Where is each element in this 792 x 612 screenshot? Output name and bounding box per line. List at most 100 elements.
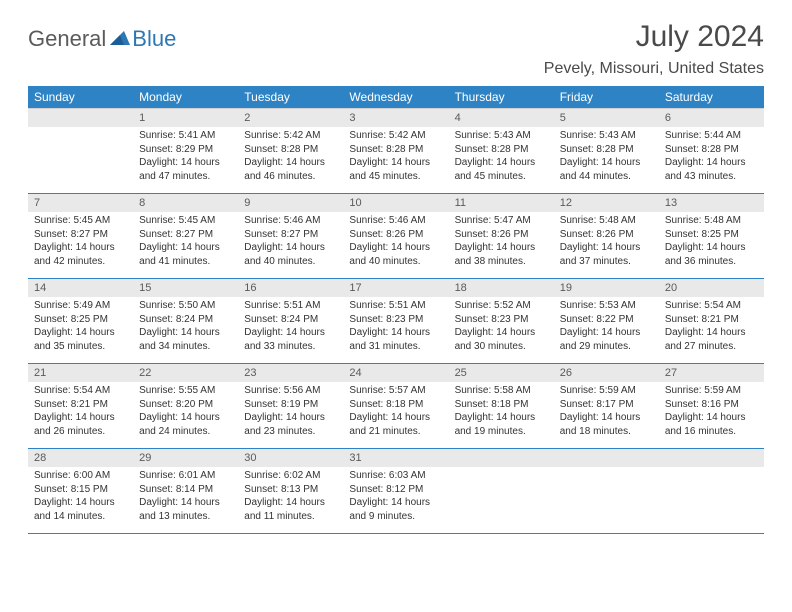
day-number: 7	[28, 194, 133, 213]
daylight: Daylight: 14 hours	[34, 241, 127, 255]
sunrise: Sunrise: 5:46 AM	[244, 214, 337, 228]
sunrise: Sunrise: 5:44 AM	[665, 129, 758, 143]
sunrise: Sunrise: 5:55 AM	[139, 384, 232, 398]
day-cell: Sunrise: 5:41 AMSunset: 8:29 PMDaylight:…	[133, 127, 238, 194]
sunrise: Sunrise: 5:49 AM	[34, 299, 127, 313]
day-number: 22	[133, 364, 238, 383]
day-number	[28, 109, 133, 128]
day-number: 26	[554, 364, 659, 383]
day-number: 21	[28, 364, 133, 383]
daynum-row: 21222324252627	[28, 364, 764, 383]
sunset: Sunset: 8:27 PM	[139, 228, 232, 242]
day-cell: Sunrise: 6:01 AMSunset: 8:14 PMDaylight:…	[133, 467, 238, 534]
daylight: Daylight: 14 hours	[349, 156, 442, 170]
sunset: Sunset: 8:22 PM	[560, 313, 653, 327]
sunrise: Sunrise: 5:51 AM	[349, 299, 442, 313]
data-row: Sunrise: 5:41 AMSunset: 8:29 PMDaylight:…	[28, 127, 764, 194]
daylight: Daylight: 14 hours	[34, 496, 127, 510]
daylight: and 45 minutes.	[455, 170, 548, 184]
sunset: Sunset: 8:20 PM	[139, 398, 232, 412]
day-number: 1	[133, 109, 238, 128]
daylight: Daylight: 14 hours	[139, 156, 232, 170]
sunset: Sunset: 8:12 PM	[349, 483, 442, 497]
dow-tuesday: Tuesday	[238, 86, 343, 109]
daylight: Daylight: 14 hours	[455, 411, 548, 425]
daylight: and 37 minutes.	[560, 255, 653, 269]
sunrise: Sunrise: 6:02 AM	[244, 469, 337, 483]
daylight: and 47 minutes.	[139, 170, 232, 184]
day-number: 2	[238, 109, 343, 128]
daylight: and 35 minutes.	[34, 340, 127, 354]
day-cell: Sunrise: 6:03 AMSunset: 8:12 PMDaylight:…	[343, 467, 448, 534]
day-number: 19	[554, 279, 659, 298]
dow-sunday: Sunday	[28, 86, 133, 109]
day-cell: Sunrise: 5:47 AMSunset: 8:26 PMDaylight:…	[449, 212, 554, 279]
daylight: Daylight: 14 hours	[139, 496, 232, 510]
daylight: and 26 minutes.	[34, 425, 127, 439]
daylight: and 44 minutes.	[560, 170, 653, 184]
day-number: 14	[28, 279, 133, 298]
day-cell: Sunrise: 5:45 AMSunset: 8:27 PMDaylight:…	[28, 212, 133, 279]
sunset: Sunset: 8:27 PM	[244, 228, 337, 242]
day-number: 10	[343, 194, 448, 213]
sunrise: Sunrise: 6:00 AM	[34, 469, 127, 483]
sunset: Sunset: 8:28 PM	[455, 143, 548, 157]
daylight: Daylight: 14 hours	[349, 411, 442, 425]
day-number: 5	[554, 109, 659, 128]
day-cell: Sunrise: 5:50 AMSunset: 8:24 PMDaylight:…	[133, 297, 238, 364]
day-cell: Sunrise: 5:48 AMSunset: 8:25 PMDaylight:…	[659, 212, 764, 279]
sunset: Sunset: 8:18 PM	[349, 398, 442, 412]
day-number: 15	[133, 279, 238, 298]
day-cell: Sunrise: 6:00 AMSunset: 8:15 PMDaylight:…	[28, 467, 133, 534]
daylight: and 36 minutes.	[665, 255, 758, 269]
brand-triangle-icon	[110, 29, 130, 50]
daylight: Daylight: 14 hours	[244, 411, 337, 425]
day-cell: Sunrise: 5:45 AMSunset: 8:27 PMDaylight:…	[133, 212, 238, 279]
daylight: and 24 minutes.	[139, 425, 232, 439]
sunset: Sunset: 8:29 PM	[139, 143, 232, 157]
daylight: and 18 minutes.	[560, 425, 653, 439]
sunset: Sunset: 8:21 PM	[34, 398, 127, 412]
sunrise: Sunrise: 5:58 AM	[455, 384, 548, 398]
day-cell: Sunrise: 5:59 AMSunset: 8:17 PMDaylight:…	[554, 382, 659, 449]
sunset: Sunset: 8:28 PM	[665, 143, 758, 157]
day-cell: Sunrise: 5:49 AMSunset: 8:25 PMDaylight:…	[28, 297, 133, 364]
day-number: 24	[343, 364, 448, 383]
daylight: and 41 minutes.	[139, 255, 232, 269]
day-cell	[554, 467, 659, 534]
daylight: and 46 minutes.	[244, 170, 337, 184]
day-number: 30	[238, 449, 343, 468]
day-number: 18	[449, 279, 554, 298]
sunrise: Sunrise: 5:47 AM	[455, 214, 548, 228]
daylight: Daylight: 14 hours	[665, 156, 758, 170]
day-cell: Sunrise: 5:42 AMSunset: 8:28 PMDaylight:…	[238, 127, 343, 194]
daylight: and 43 minutes.	[665, 170, 758, 184]
day-number: 11	[449, 194, 554, 213]
data-row: Sunrise: 6:00 AMSunset: 8:15 PMDaylight:…	[28, 467, 764, 534]
dow-row: Sunday Monday Tuesday Wednesday Thursday…	[28, 86, 764, 109]
daylight: Daylight: 14 hours	[560, 156, 653, 170]
sunset: Sunset: 8:25 PM	[34, 313, 127, 327]
day-cell: Sunrise: 5:54 AMSunset: 8:21 PMDaylight:…	[659, 297, 764, 364]
day-number: 3	[343, 109, 448, 128]
daylight: Daylight: 14 hours	[455, 326, 548, 340]
daylight: and 38 minutes.	[455, 255, 548, 269]
sunrise: Sunrise: 5:46 AM	[349, 214, 442, 228]
day-cell: Sunrise: 5:43 AMSunset: 8:28 PMDaylight:…	[449, 127, 554, 194]
daylight: and 11 minutes.	[244, 510, 337, 524]
daylight: and 21 minutes.	[349, 425, 442, 439]
sunrise: Sunrise: 5:50 AM	[139, 299, 232, 313]
dow-thursday: Thursday	[449, 86, 554, 109]
month-title: July 2024	[544, 20, 764, 54]
sunset: Sunset: 8:26 PM	[455, 228, 548, 242]
sunset: Sunset: 8:27 PM	[34, 228, 127, 242]
day-number	[659, 449, 764, 468]
dow-friday: Friday	[554, 86, 659, 109]
data-row: Sunrise: 5:49 AMSunset: 8:25 PM Daylight:…	[28, 297, 764, 364]
daylight: Daylight: 14 hours	[349, 496, 442, 510]
day-number: 12	[554, 194, 659, 213]
day-number	[554, 449, 659, 468]
daylight: and 19 minutes.	[455, 425, 548, 439]
day-cell	[449, 467, 554, 534]
title-block: July 2024 Pevely, Missouri, United State…	[544, 20, 764, 78]
